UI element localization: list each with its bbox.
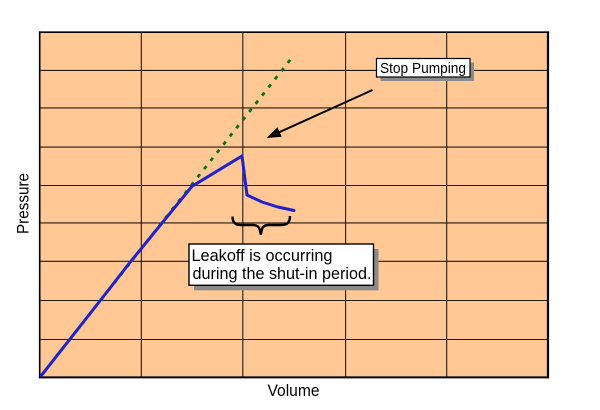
svg-text:during the shut-in period.: during the shut-in period. — [193, 264, 372, 283]
svg-text:Pressure: Pressure — [14, 173, 33, 234]
svg-text:Stop Pumping: Stop Pumping — [380, 60, 466, 77]
svg-text:Volume: Volume — [268, 381, 320, 400]
svg-text:Leakoff is occurring: Leakoff is occurring — [192, 246, 333, 265]
